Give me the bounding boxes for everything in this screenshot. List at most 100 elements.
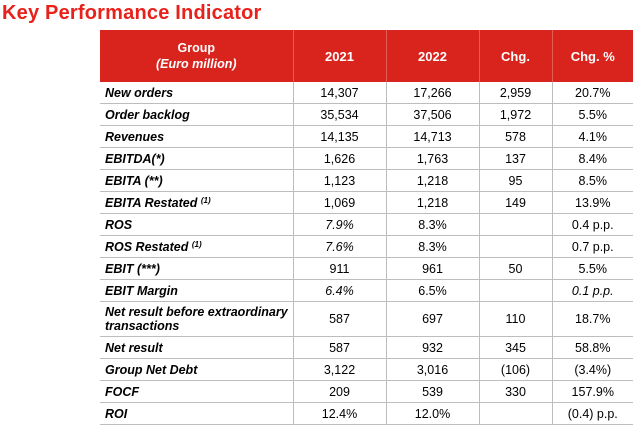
- value-chg: [479, 279, 553, 302]
- value-2021: 7.6%: [293, 235, 387, 258]
- row-label: ROI: [105, 406, 128, 421]
- value-2021: 1,626: [293, 147, 387, 170]
- value-chg: 137: [479, 147, 553, 170]
- value-chg: 2,959: [479, 82, 553, 104]
- value-chg-pct: 20.7%: [552, 82, 633, 104]
- table-row: EBIT (***) 911 961 50 5.5%: [100, 257, 633, 280]
- table-row: Net result before extraordinary transact…: [100, 301, 633, 337]
- table-row: EBIT Margin 6.4% 6.5% 0.1 p.p.: [100, 279, 633, 302]
- value-chg-pct: (3.4%): [552, 358, 633, 381]
- value-chg-pct: 0.4 p.p.: [552, 213, 633, 236]
- value-chg: 50: [479, 257, 553, 280]
- row-label: Group Net Debt: [105, 362, 198, 377]
- value-chg-pct: 157.9%: [552, 380, 633, 403]
- value-chg: 345: [479, 336, 553, 359]
- table-row: EBITDA(*) 1,626 1,763 137 8.4%: [100, 147, 633, 170]
- value-chg: 1,972: [479, 103, 553, 126]
- table-row: EBITA (**) 1,123 1,218 95 8.5%: [100, 169, 633, 192]
- row-label-cell: Group Net Debt: [100, 358, 294, 381]
- row-label-cell: ROS: [100, 213, 294, 236]
- value-chg-pct: 5.5%: [552, 257, 633, 280]
- row-label: Net result: [105, 340, 163, 355]
- header-unit-label: (Euro million): [155, 57, 237, 71]
- value-2021: 12.4%: [293, 402, 387, 425]
- value-chg: [479, 213, 553, 236]
- row-label-cell: EBIT Margin: [100, 279, 294, 302]
- value-chg: 149: [479, 191, 553, 214]
- table-row: EBITA Restated (1) 1,069 1,218 149 13.9%: [100, 191, 633, 214]
- table-header-row: Group (Euro million) 2021 2022 Chg. Chg.…: [100, 30, 633, 82]
- value-chg-pct: (0.4) p.p.: [552, 402, 633, 425]
- row-label-cell: EBITDA(*): [100, 147, 294, 170]
- value-2021: 3,122: [293, 358, 387, 381]
- value-chg-pct: 58.8%: [552, 336, 633, 359]
- value-chg: 330: [479, 380, 553, 403]
- table-row: Net result 587 932 345 58.8%: [100, 336, 633, 359]
- kpi-table: Group (Euro million) 2021 2022 Chg. Chg.…: [100, 30, 633, 425]
- value-chg-pct: 4.1%: [552, 125, 633, 148]
- table-row: ROS Restated (1) 7.6% 8.3% 0.7 p.p.: [100, 235, 633, 258]
- row-label-cell: Revenues: [100, 125, 294, 148]
- row-label: New orders: [105, 85, 174, 100]
- value-chg-pct: 13.9%: [552, 191, 633, 214]
- value-chg: (106): [479, 358, 553, 381]
- value-2021: 14,307: [293, 82, 387, 104]
- row-label: EBITA Restated: [105, 195, 198, 210]
- table-body: New orders 14,307 17,266 2,959 20.7% Order ba…: [100, 82, 633, 425]
- header-chg: Chg.: [479, 30, 553, 82]
- row-label: EBIT (***): [105, 261, 160, 276]
- value-chg: [479, 235, 553, 258]
- value-2021: 35,534: [293, 103, 387, 126]
- row-label: EBITA (**): [105, 173, 163, 188]
- value-chg-pct: 0.1 p.p.: [552, 279, 633, 302]
- row-label-cell: Net result before extraordinary transact…: [100, 301, 294, 337]
- table-row: Group Net Debt 3,122 3,016 (106) (3.4%): [100, 358, 633, 381]
- row-label-cell: FOCF: [100, 380, 294, 403]
- page-title: Key Performance Indicator: [2, 2, 262, 24]
- row-label-cell: New orders: [100, 82, 294, 104]
- value-2021: 911: [293, 257, 387, 280]
- value-chg-pct: 8.4%: [552, 147, 633, 170]
- value-2022: 1,218: [386, 169, 480, 192]
- value-chg: 95: [479, 169, 553, 192]
- value-chg: 110: [479, 301, 553, 337]
- header-group: Group (Euro million): [100, 30, 294, 82]
- value-2021: 14,135: [293, 125, 387, 148]
- value-2022: 14,713: [386, 125, 480, 148]
- value-chg-pct: 18.7%: [552, 301, 633, 337]
- value-2022: 8.3%: [386, 235, 480, 258]
- header-chg-pct: Chg. %: [552, 30, 633, 82]
- value-2021: 209: [293, 380, 387, 403]
- table-row: New orders 14,307 17,266 2,959 20.7%: [100, 82, 633, 104]
- value-2021: 7.9%: [293, 213, 387, 236]
- row-label-cell: EBITA (**): [100, 169, 294, 192]
- row-label: Revenues: [105, 129, 165, 144]
- table-row: Order backlog 35,534 37,506 1,972 5.5%: [100, 103, 633, 126]
- value-2022: 3,016: [386, 358, 480, 381]
- row-label: FOCF: [105, 384, 140, 399]
- value-2022: 932: [386, 336, 480, 359]
- row-label: EBITDA(*): [105, 151, 165, 166]
- value-2022: 961: [386, 257, 480, 280]
- row-label-cell: Net result: [100, 336, 294, 359]
- value-2021: 587: [293, 301, 387, 337]
- row-label-cell: ROS Restated (1): [100, 235, 294, 258]
- value-chg-pct: 8.5%: [552, 169, 633, 192]
- table-row: FOCF 209 539 330 157.9%: [100, 380, 633, 403]
- value-2021: 1,069: [293, 191, 387, 214]
- row-label: ROS Restated: [105, 239, 189, 254]
- row-label-cell: EBITA Restated (1): [100, 191, 294, 214]
- row-label: Order backlog: [105, 107, 190, 122]
- value-2022: 12.0%: [386, 402, 480, 425]
- value-2022: 539: [386, 380, 480, 403]
- value-2021: 6.4%: [293, 279, 387, 302]
- value-2022: 8.3%: [386, 213, 480, 236]
- value-chg: [479, 402, 553, 425]
- footnote-marker: (1): [191, 239, 202, 249]
- value-chg: 578: [479, 125, 553, 148]
- value-2022: 697: [386, 301, 480, 337]
- table-row: Revenues 14,135 14,713 578 4.1%: [100, 125, 633, 148]
- value-2022: 1,763: [386, 147, 480, 170]
- footnote-marker: (1): [200, 195, 211, 205]
- row-label: ROS: [105, 217, 133, 232]
